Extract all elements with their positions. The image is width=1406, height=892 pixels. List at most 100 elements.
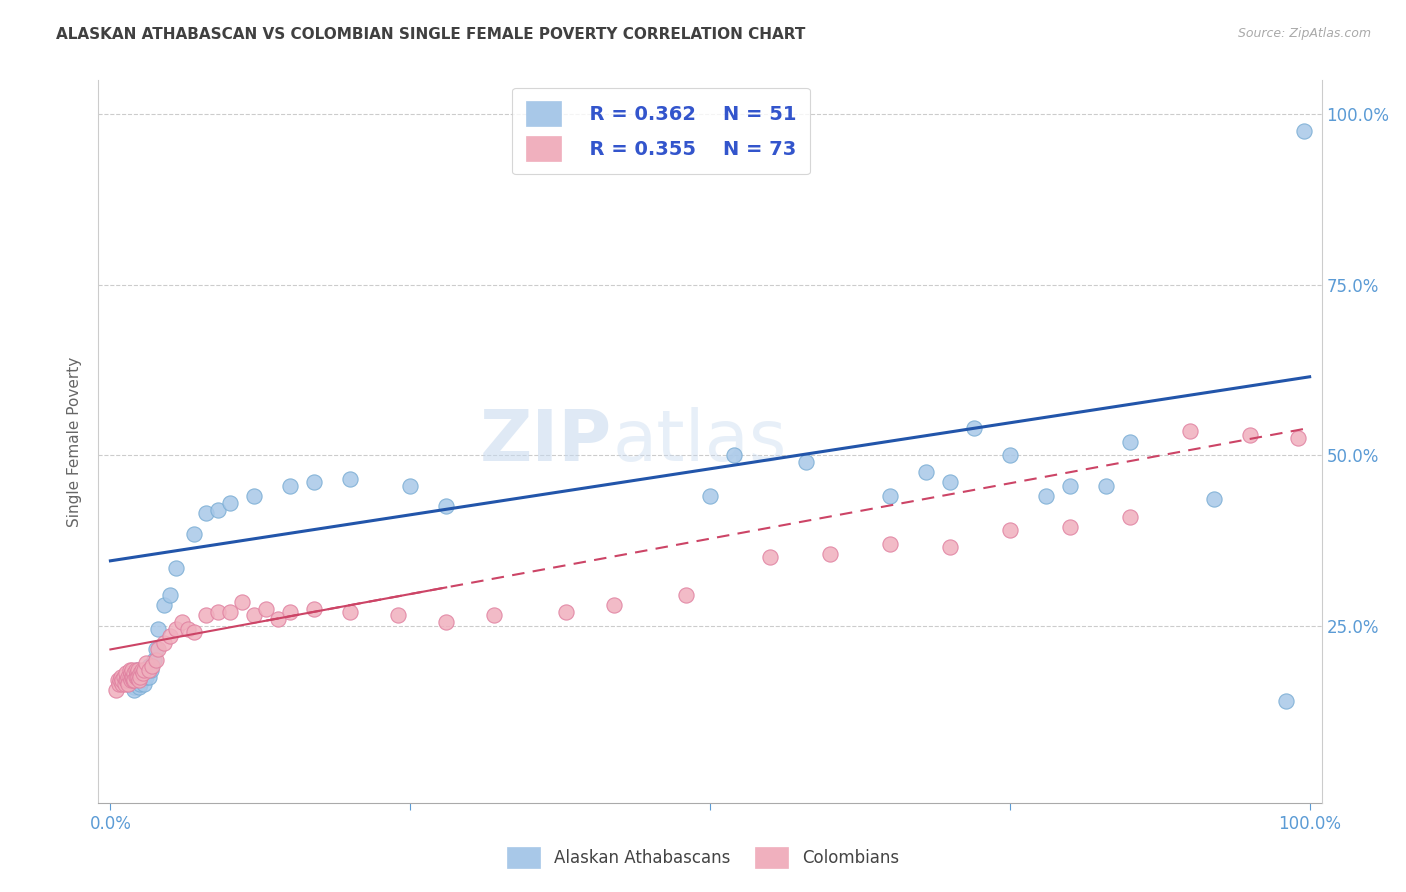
Point [998, 448, 1021, 462]
Point [124, 666, 146, 681]
Point [267, 612, 290, 626]
Point [138, 663, 160, 677]
Point [132, 676, 155, 690]
Point [132, 670, 155, 684]
Point [118, 670, 141, 684]
Point [231, 595, 253, 609]
Point [142, 653, 165, 667]
Point [278, 605, 301, 619]
Point [207, 502, 229, 516]
Point [122, 673, 145, 687]
Point [183, 625, 205, 640]
Point [121, 670, 143, 684]
Point [794, 455, 817, 469]
Point [128, 673, 150, 687]
Point [115, 673, 138, 687]
Point [434, 615, 457, 630]
Point [699, 489, 721, 503]
Point [148, 642, 170, 657]
Point [127, 670, 149, 684]
Point [1202, 492, 1225, 507]
Point [195, 506, 218, 520]
Point [304, 601, 326, 615]
Point [177, 622, 200, 636]
Point [111, 676, 134, 690]
Point [124, 680, 146, 694]
Point [132, 666, 155, 681]
Legend: Alaskan Athabascans, Colombians: Alaskan Athabascans, Colombians [501, 840, 905, 875]
Point [112, 670, 135, 684]
Legend:   R = 0.362    N = 51,   R = 0.355    N = 73: R = 0.362 N = 51, R = 0.355 N = 73 [512, 87, 810, 175]
Point [124, 663, 146, 677]
Point [124, 676, 146, 690]
Point [818, 547, 841, 561]
Point [129, 666, 152, 681]
Point [131, 673, 153, 687]
Point [108, 676, 129, 690]
Point [127, 663, 149, 677]
Point [1059, 520, 1081, 534]
Point [998, 523, 1021, 537]
Point [399, 479, 422, 493]
Point [131, 663, 153, 677]
Point [278, 479, 301, 493]
Point [148, 622, 170, 636]
Y-axis label: Single Female Poverty: Single Female Poverty [67, 357, 83, 526]
Point [1119, 434, 1142, 449]
Point [153, 635, 176, 649]
Text: ALASKAN ATHABASCAN VS COLOMBIAN SINGLE FEMALE POVERTY CORRELATION CHART: ALASKAN ATHABASCAN VS COLOMBIAN SINGLE F… [56, 27, 806, 42]
Point [759, 550, 782, 565]
Point [131, 666, 153, 681]
Point [129, 670, 152, 684]
Point [132, 663, 155, 677]
Point [1035, 489, 1057, 503]
Point [183, 526, 205, 541]
Point [915, 465, 938, 479]
Point [124, 670, 146, 684]
Point [165, 560, 187, 574]
Point [114, 676, 136, 690]
Point [135, 656, 157, 670]
Point [145, 642, 167, 657]
Point [124, 673, 146, 687]
Point [195, 608, 218, 623]
Point [1274, 693, 1296, 707]
Point [387, 608, 409, 623]
Text: atlas: atlas [612, 407, 786, 476]
Point [108, 673, 131, 687]
Point [1239, 427, 1261, 442]
Point [1292, 124, 1315, 138]
Point [207, 605, 229, 619]
Point [675, 588, 697, 602]
Point [135, 663, 157, 677]
Point [153, 598, 176, 612]
Point [145, 653, 167, 667]
Point [121, 663, 143, 677]
Point [879, 537, 901, 551]
Point [939, 475, 962, 490]
Point [122, 670, 145, 684]
Point [963, 421, 986, 435]
Point [165, 622, 187, 636]
Point [1059, 479, 1081, 493]
Point [723, 448, 745, 462]
Point [555, 605, 578, 619]
Point [105, 683, 128, 698]
Point [434, 500, 457, 514]
Point [138, 670, 160, 684]
Point [125, 670, 148, 684]
Point [219, 605, 242, 619]
Point [482, 608, 505, 623]
Text: Source: ZipAtlas.com: Source: ZipAtlas.com [1237, 27, 1371, 40]
Point [159, 588, 181, 602]
Point [124, 673, 146, 687]
Point [115, 666, 138, 681]
Point [111, 673, 134, 687]
Point [117, 676, 139, 690]
Point [219, 496, 242, 510]
Point [125, 663, 148, 677]
Point [128, 680, 150, 694]
Point [120, 673, 142, 687]
Point [120, 666, 142, 681]
Point [254, 601, 277, 615]
